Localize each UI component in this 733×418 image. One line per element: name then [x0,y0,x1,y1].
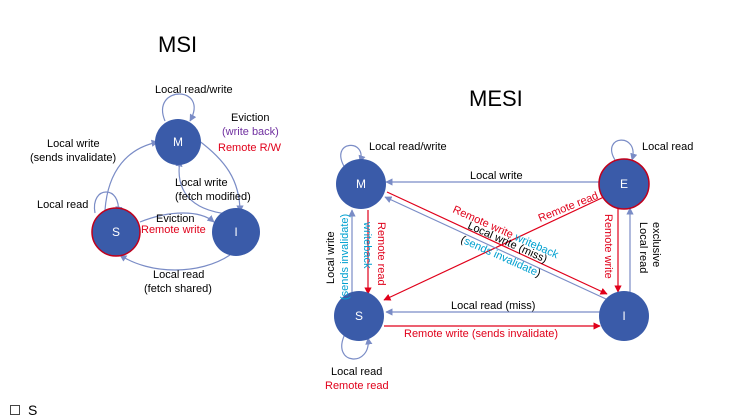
msi-s-to-i-label-1: Eviction [156,213,195,225]
mesi-i-to-m-label-close: ) [534,267,542,279]
mesi-state-m: M [336,159,386,209]
msi-state-i: I [212,208,260,256]
msi-i-to-s-label-1: Local read [153,269,204,281]
footer-checkbox[interactable] [10,405,20,415]
msi-m-self-edge [162,93,197,122]
mesi-state-s: S [334,291,384,341]
msi-writeback-label: (write back) [222,126,279,138]
mesi-state-i-label: I [622,309,625,323]
footer-text: S [28,402,38,418]
mesi-state-e: E [598,158,650,210]
msi-i-to-m-label-2: (fetch modified) [175,191,251,203]
mesi-s-self-label-2: Remote read [325,380,389,392]
mesi-m-self-edge [340,144,366,169]
mesi-i-to-e-label-2: exclusive [650,222,662,267]
mesi-title: MESI [469,86,523,111]
mesi-m-to-s-label-1: Remote read [375,222,387,286]
mesi-e-self-label: Local read [642,141,693,153]
msi-m-to-i-edge [197,139,244,213]
mesi-s-self-label-1: Local read [331,366,382,378]
mesi-m-to-i-edge [386,191,608,295]
msi-remote-rw-label: Remote R/W [218,142,282,154]
msi-state-s-label: S [112,225,120,239]
msi-i-to-s-edge [119,254,231,271]
msi-m-self-label: Local read/write [155,84,233,96]
msi-state-i-label: I [234,225,237,239]
msi-s-self-label: Local read [37,199,88,211]
mesi-i-to-e-label-1: Local read [637,222,649,273]
mesi-s-to-m-label-1: Local write [325,231,337,284]
mesi-state-m-label: M [356,177,366,191]
mesi-i-to-m-label-open: ( [459,234,468,247]
mesi-state-s-label: S [355,309,363,323]
mesi-e-to-s-label: Remote read [537,190,600,225]
msi-s-to-m-label-2: (sends invalidate) [30,152,116,164]
mesi-m-self-label: Local read/write [369,141,447,153]
mesi-s-to-i-label: Remote write (sends invalidate) [404,328,558,340]
msi-i-to-m-label-1: Local write [175,177,228,189]
msi-s-to-i-label-2: Remote write [141,224,206,236]
mesi-m-to-s-label-2: writeback [361,221,373,269]
msi-s-self-edge [93,191,123,214]
msi-i-to-m-edge [175,159,229,215]
msi-s-to-m-edge [104,139,159,211]
msi-title: MSI [158,32,197,57]
mesi-e-to-i-label: Remote write [602,214,614,279]
mesi-state-i: I [599,291,649,341]
mesi-e-to-m-label: Local write [470,170,523,182]
mesi-e-self-edge [611,139,638,161]
msi-s-to-i-edge [139,212,215,223]
msi-state-s: S [91,207,141,257]
footer-bar: S [10,402,37,418]
mesi-s-self-edge [341,333,373,360]
msi-s-to-m-label-1: Local write [47,138,100,150]
mesi-i-to-s-label: Local read (miss) [451,300,535,312]
msi-state-m-label: M [173,135,183,149]
mesi-s-to-m-label-2: (sends invalidate) [339,214,351,300]
msi-eviction-label: Eviction [231,112,270,124]
mesi-i-to-m-edge [384,196,607,300]
mesi-state-e-label: E [620,177,628,191]
msi-i-to-s-label-2: (fetch shared) [144,283,212,295]
msi-state-m: M [155,119,201,165]
